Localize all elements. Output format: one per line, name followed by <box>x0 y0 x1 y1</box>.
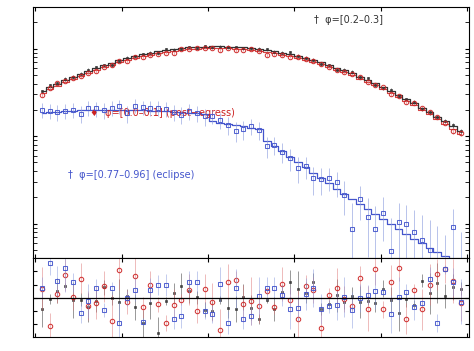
Text: ♦  φ=[0.0–0.1] (post−egress): ♦ φ=[0.0–0.1] (post−egress) <box>90 107 235 118</box>
Text: †  φ=[0.2–0.3]: † φ=[0.2–0.3] <box>314 14 383 25</box>
Text: †  φ=[0.77–0.96] (eclipse): † φ=[0.77–0.96] (eclipse) <box>68 171 194 180</box>
